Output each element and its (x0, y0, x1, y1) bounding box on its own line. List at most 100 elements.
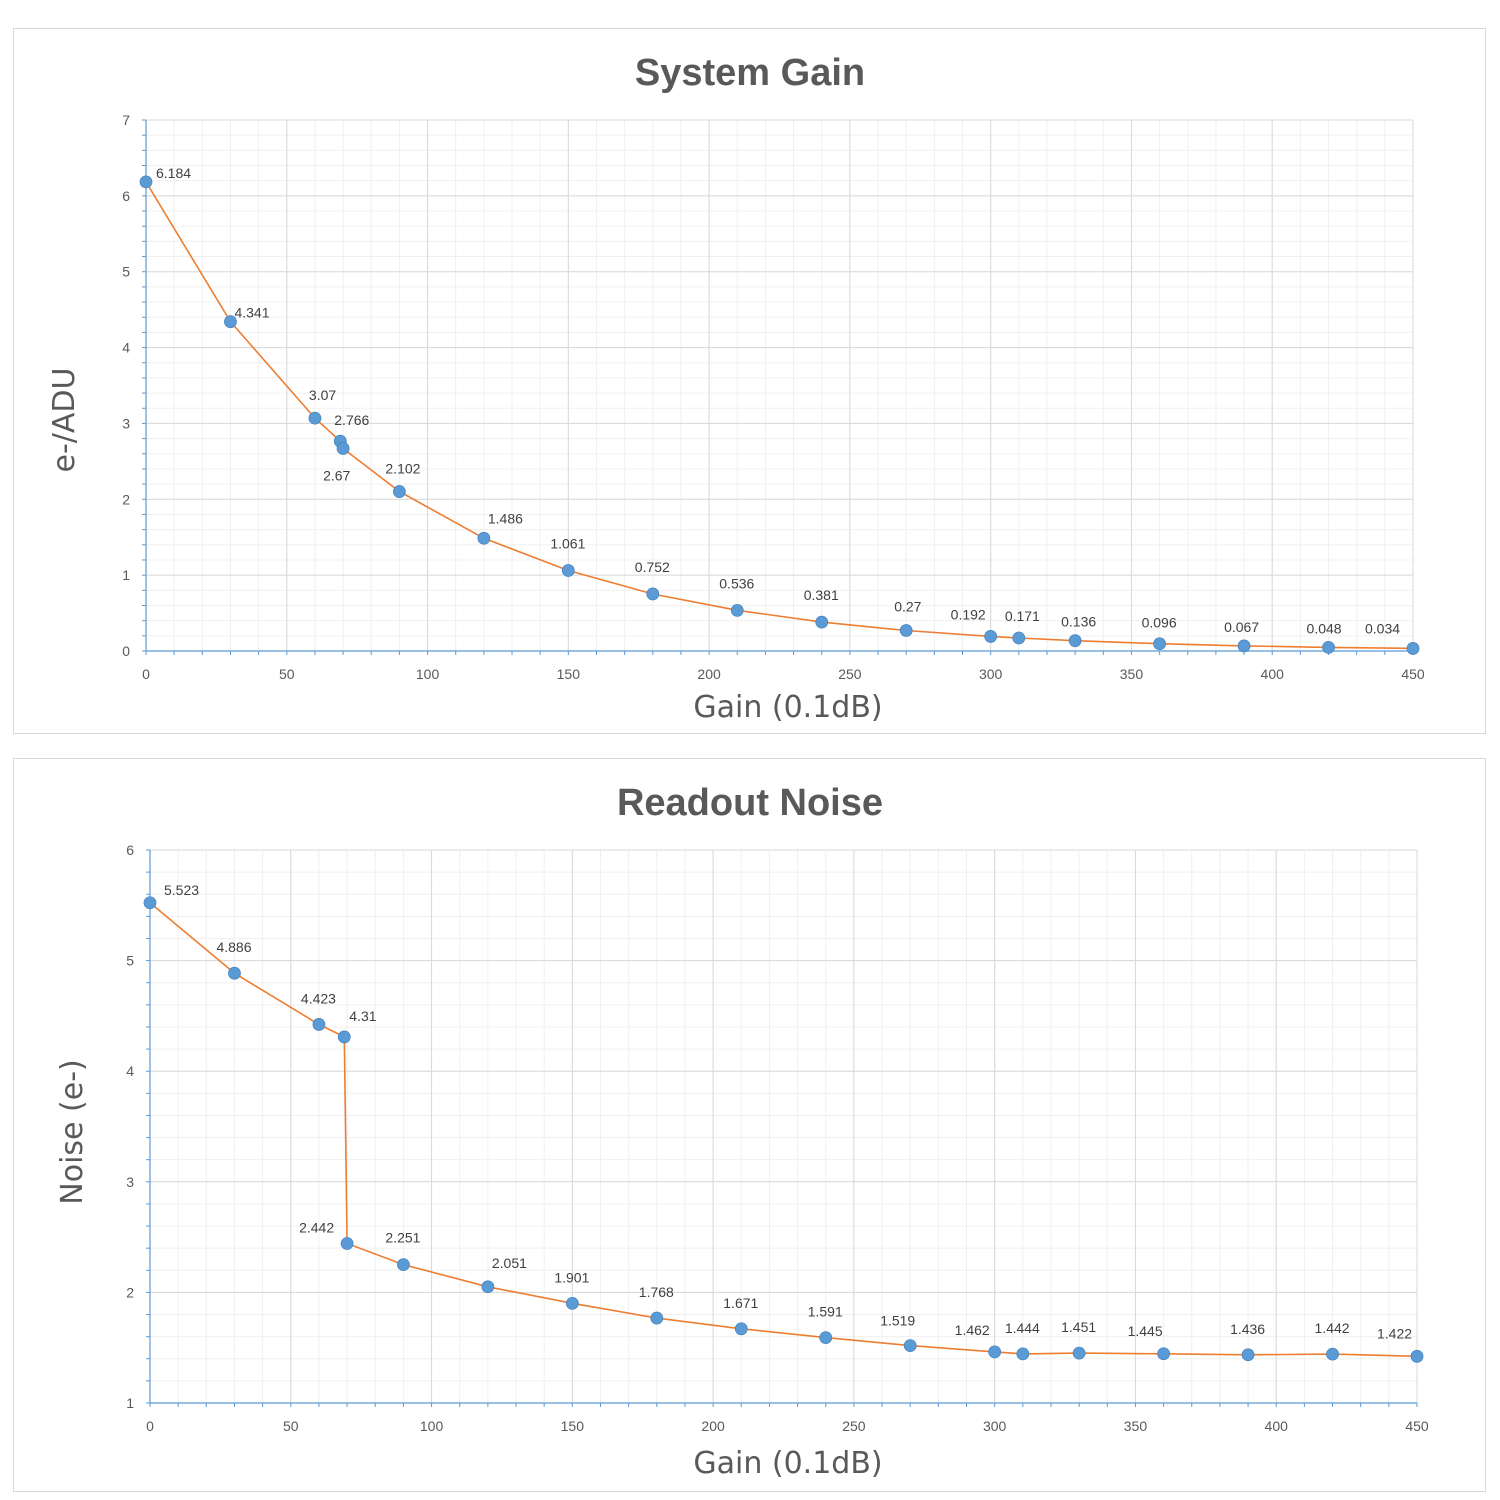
data-label: 0.536 (719, 575, 754, 591)
x-tick-label: 50 (283, 1418, 299, 1434)
y-tick-label: 4 (122, 340, 130, 356)
series-line (149, 902, 1418, 1358)
data-point (1072, 1346, 1086, 1360)
data-point (899, 624, 913, 637)
data-label: 1.462 (955, 1322, 990, 1338)
y-tick-label: 6 (126, 842, 134, 858)
data-label: 2.251 (385, 1230, 420, 1246)
data-point (1068, 634, 1082, 648)
x-tick-label: 50 (279, 666, 295, 682)
data-label: 1.436 (1230, 1321, 1265, 1337)
y-tick-label: 3 (126, 1174, 134, 1190)
data-point (1012, 631, 1026, 645)
data-label: 2.442 (299, 1220, 334, 1236)
x-tick-label: 100 (416, 666, 440, 682)
chart-title: Readout Noise (617, 782, 883, 824)
x-tick-label: 200 (697, 666, 721, 682)
y-tick-label: 2 (126, 1284, 134, 1300)
data-point (1410, 1349, 1424, 1363)
data-label: 2.67 (323, 467, 350, 483)
y-tick-label: 6 (122, 188, 130, 204)
gridlines (145, 119, 1414, 652)
data-label: 0.171 (1005, 608, 1040, 624)
data-label: 2.766 (334, 412, 369, 428)
data-point (228, 966, 241, 980)
data-label: 5.523 (164, 882, 199, 898)
x-axis-label: Gain (0.1dB) (693, 690, 882, 725)
x-tick-label: 400 (1261, 666, 1285, 682)
x-tick-label: 0 (146, 1418, 154, 1434)
data-label: 0.192 (951, 606, 986, 622)
data-label: 0.27 (894, 599, 921, 615)
data-label: 0.067 (1224, 619, 1259, 635)
data-point (337, 1030, 351, 1044)
x-tick-label: 0 (142, 666, 150, 682)
x-tick-label: 150 (561, 1418, 585, 1434)
data-point (734, 1322, 748, 1336)
data-label: 4.341 (234, 305, 269, 321)
y-tick-label: 7 (122, 112, 130, 128)
data-point (903, 1339, 917, 1352)
data-label: 1.442 (1315, 1320, 1350, 1336)
data-label: 1.445 (1128, 1323, 1163, 1339)
x-axis-label: Gain (0.1dB) (693, 1446, 882, 1481)
x-tick-label: 450 (1405, 1418, 1429, 1434)
y-tick-label: 1 (122, 567, 130, 583)
data-point (336, 442, 350, 455)
data-point (1157, 1347, 1170, 1361)
y-axis-label: Noise (e-) (55, 1059, 90, 1204)
data-point (481, 1280, 495, 1294)
x-tick-label: 350 (1124, 1418, 1148, 1434)
y-axis-label: e-/ADU (47, 368, 82, 473)
data-label: 4.423 (301, 990, 336, 1006)
data-point (340, 1237, 354, 1250)
chart-title: System Gain (635, 52, 865, 94)
data-point (565, 1296, 579, 1310)
data-label: 4.886 (216, 939, 251, 955)
data-point (1153, 637, 1166, 651)
data-label: 1.422 (1377, 1325, 1412, 1341)
data-point (1322, 640, 1335, 654)
data-point (392, 485, 406, 498)
y-tick-label: 0 (122, 643, 130, 659)
readout-noise-chart: Readout Noise Gain (0.1dB) Noise (e-) 0 5… (55, 782, 1429, 1481)
data-point (477, 531, 491, 545)
data-label: 1.591 (808, 1304, 843, 1320)
data-label: 1.671 (723, 1295, 758, 1311)
data-label: 0.752 (635, 559, 670, 575)
data-point (224, 315, 237, 329)
data-label: 0.034 (1365, 620, 1400, 636)
data-point (396, 1258, 410, 1272)
data-point (1016, 1347, 1030, 1361)
data-point (1326, 1347, 1339, 1361)
y-tick-label: 3 (122, 415, 130, 431)
x-tick-label: 450 (1401, 666, 1425, 682)
x-tick-label: 300 (979, 666, 1003, 682)
data-label: 2.102 (385, 461, 420, 477)
data-label: 1.768 (639, 1284, 674, 1300)
data-point (308, 411, 322, 425)
data-label: 1.519 (880, 1313, 915, 1329)
data-point (143, 896, 157, 910)
x-tick-label: 300 (983, 1418, 1007, 1434)
data-point (984, 630, 998, 643)
readout-noise-chart-panel: Readout Noise Gain (0.1dB) Noise (e-) 0 5… (13, 758, 1486, 1492)
x-tick-label: 150 (557, 666, 581, 682)
data-label: 1.901 (554, 1269, 589, 1285)
x-tick-label: 400 (1265, 1418, 1289, 1434)
data-point (730, 603, 744, 617)
data-label: 4.31 (349, 1008, 376, 1024)
data-label: 2.051 (492, 1255, 527, 1271)
data-point (1241, 1348, 1255, 1362)
data-point (312, 1018, 326, 1031)
data-label: 3.07 (309, 387, 336, 403)
y-tick-label: 5 (126, 953, 134, 969)
data-label: 6.184 (156, 165, 191, 181)
x-tick-label: 250 (838, 666, 862, 682)
x-tick-label: 350 (1120, 666, 1144, 682)
data-point (561, 564, 575, 577)
y-tick-label: 4 (126, 1063, 134, 1079)
data-point (650, 1311, 664, 1325)
y-tick-label: 1 (126, 1395, 134, 1411)
x-tick-label: 200 (701, 1418, 725, 1434)
